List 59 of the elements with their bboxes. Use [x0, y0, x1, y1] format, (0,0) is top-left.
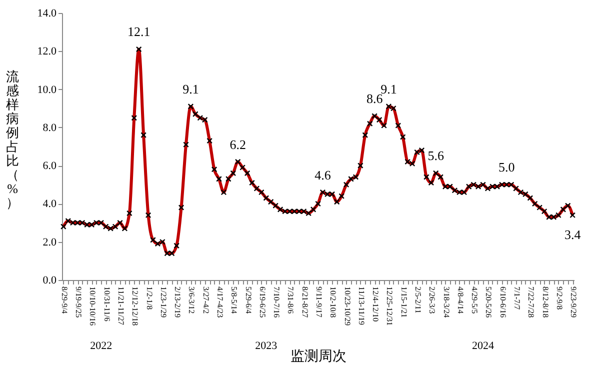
x-tick-label: 5/29-6/4: [244, 286, 253, 314]
y-tick-label: 6.0: [42, 160, 57, 172]
x-tick-label: 7/1-7/7: [512, 286, 522, 310]
x-tick-label: 12/4-12/10: [371, 286, 380, 322]
text: 2024: [472, 340, 495, 352]
x-tick-label: 2/26-3/3: [428, 286, 437, 314]
x-tick-label: 9/23-9/29: [569, 286, 578, 318]
x-tick-label: 3/18-3/24: [442, 286, 451, 318]
y-tick-label: 14.0: [37, 8, 57, 20]
x-tick-label: 10/23-10/29: [342, 286, 352, 326]
x-axis-title: 监测周次: [290, 348, 346, 365]
x-tick-label: 4/29-5/5: [470, 286, 480, 314]
x-tick-label: 4/17-4/23: [215, 286, 224, 318]
x-tick-label: 1/23-1/29: [158, 286, 168, 318]
y-tick-label: 2.0: [42, 236, 57, 248]
y-tick-label: 8.0: [42, 122, 57, 134]
data-label: 12.1: [127, 24, 150, 40]
x-tick-label: 8/29-9/4: [60, 286, 69, 314]
x-tick-label: 12/12-12/18: [130, 286, 140, 326]
text: 2022: [90, 340, 112, 352]
y-tick-label: 0.0: [42, 274, 57, 286]
y-tick-label: 10.0: [37, 84, 57, 96]
x-tick-label: 12/25-12/31: [385, 286, 394, 326]
x-tick-label: 1/15-1/21: [399, 286, 408, 318]
x-tick-label: 9/11-9/17: [314, 286, 324, 318]
data-label: 8.6: [366, 90, 384, 106]
x-tick-label: 10/10-10/16: [88, 286, 98, 326]
x-tick-label: 1/2-1/8: [144, 286, 154, 310]
x-tick-label: 10/2-10/8: [328, 286, 338, 318]
data-label: 9.1: [182, 81, 199, 96]
x-tick-label: 2/5-2/11: [414, 286, 423, 314]
data-label: 9.1: [380, 81, 397, 96]
x-tick-label: 8/12-8/18: [540, 286, 550, 318]
x-tick-label: 4/8-4/14: [456, 286, 465, 314]
x-tick-label: 9/19-9/25: [74, 286, 84, 318]
data-label: 5.0: [498, 160, 515, 175]
x-tick-label: 3/27-4/2: [201, 286, 210, 314]
x-tick-label: 3/6-3/12: [187, 286, 196, 314]
x-tick-label: 5/8-5/14: [230, 286, 239, 314]
text: 2023: [255, 340, 278, 352]
x-tick-label: 10/31-11/6: [102, 286, 112, 322]
x-tick-label: 6/19-6/25: [258, 286, 267, 318]
x-tick-label: 8/21-8/27: [300, 286, 310, 318]
y-tick-label: 12.0: [37, 46, 57, 58]
data-label: 4.6: [314, 167, 332, 182]
text: 流感样病例占比（%）: [6, 69, 19, 210]
x-tick-label: 7/10-7/16: [272, 286, 282, 318]
y-tick-label: 4.0: [42, 198, 57, 210]
data-label: 5.6: [428, 148, 444, 164]
data-label: 3.4: [564, 227, 582, 242]
x-tick-label: 11/13-11/19: [356, 286, 366, 326]
x-tick-label: 7/31-8/6: [286, 286, 296, 314]
x-tick-label: 7/22-7/28: [526, 286, 536, 318]
x-tick-label: 6/10-6/16: [498, 286, 508, 318]
x-tick-label: 2/13-2/19: [173, 286, 182, 318]
data-label: 6.2: [230, 136, 246, 152]
x-tick-label: 5/20-5/26: [484, 286, 494, 318]
x-tick-label: 9/2-9/8: [554, 286, 564, 310]
x-tick-label: 11/21-11/27: [116, 286, 126, 326]
